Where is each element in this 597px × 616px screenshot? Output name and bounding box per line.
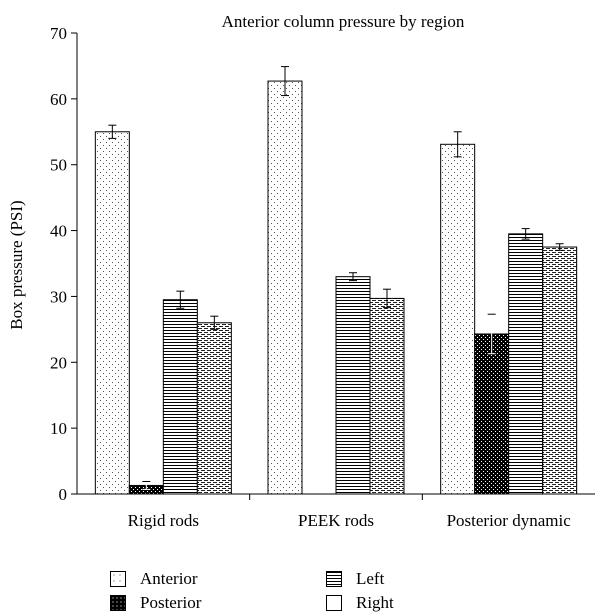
y-axis-label: Box pressure (PSI) <box>7 200 26 329</box>
bar-right-rigid-rods <box>196 322 232 495</box>
y-tick-label-40: 40 <box>50 222 67 241</box>
bar-posterior-posterior-dynamic <box>474 333 510 495</box>
y-tick-label-60: 60 <box>50 90 67 109</box>
bar-anterior-peek-rods <box>267 80 303 495</box>
x-axis-labels: Rigid rods PEEK rods Posterior dynamic <box>128 494 572 530</box>
bar-anterior-posterior-dynamic <box>440 143 476 495</box>
bar-left-peek-rods <box>335 276 371 495</box>
x-tick-label-rigid-rods: Rigid rods <box>128 511 199 530</box>
bar-right-posterior-dynamic <box>542 246 578 495</box>
chart-title: Anterior column pressure by region <box>222 12 465 31</box>
bar-left-rigid-rods <box>162 299 198 495</box>
y-axis-ticks: 0 10 20 30 40 50 60 70 <box>50 24 77 504</box>
y-tick-label-70: 70 <box>50 24 67 43</box>
y-tick-label-50: 50 <box>50 156 67 175</box>
y-tick-label-30: 30 <box>50 287 67 306</box>
x-tick-label-peek-rods: PEEK rods <box>298 511 374 530</box>
y-tick-label-0: 0 <box>59 485 68 504</box>
bar-anterior-rigid-rods <box>94 131 130 495</box>
y-tick-label-10: 10 <box>50 419 67 438</box>
y-tick-label-20: 20 <box>50 353 67 372</box>
bar-series <box>94 66 578 495</box>
bar-right-peek-rods <box>369 297 405 495</box>
bar-left-posterior-dynamic <box>508 233 544 495</box>
x-tick-label-posterior-dynamic: Posterior dynamic <box>447 511 572 530</box>
